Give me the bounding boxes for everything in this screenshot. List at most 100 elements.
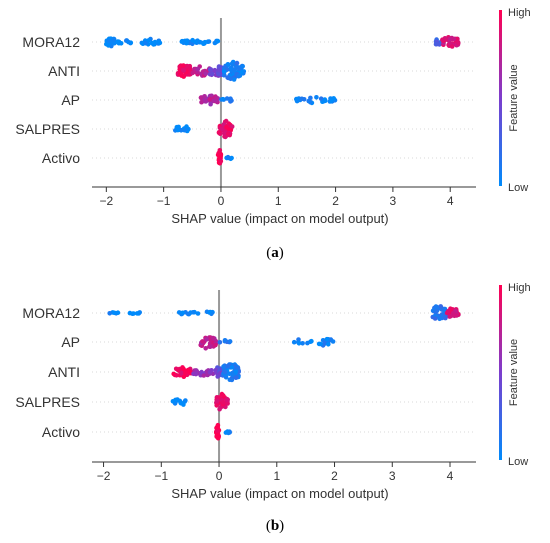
shap-point xyxy=(438,304,444,309)
shap-point xyxy=(210,335,216,341)
feature-label: Activo xyxy=(42,424,80,440)
shap-point xyxy=(221,364,226,369)
points-salpres xyxy=(170,391,230,412)
shap-point xyxy=(183,370,188,376)
shap-point xyxy=(224,396,230,402)
panel-b: MORA12 AP ANTI SALPRES Activo −2 −1 0 1 2 3 4 SHAP v… xyxy=(15,282,530,534)
shap-point xyxy=(228,96,233,101)
shap-point xyxy=(234,60,240,66)
shap-point xyxy=(190,37,195,43)
shap-point xyxy=(204,337,209,342)
feature-label: SALPRES xyxy=(15,394,80,410)
shap-point xyxy=(449,44,455,49)
shap-point xyxy=(437,316,442,322)
shap-point xyxy=(308,95,313,101)
shap-point xyxy=(321,98,327,104)
shap-point xyxy=(222,338,228,343)
shap-point xyxy=(229,155,234,161)
shap-point xyxy=(126,39,131,45)
points-anti xyxy=(171,362,241,383)
shap-point xyxy=(176,124,181,130)
shap-point xyxy=(445,309,451,314)
shap-point xyxy=(219,126,224,132)
shap-point xyxy=(227,371,232,377)
shap-point xyxy=(131,311,136,316)
shap-point xyxy=(240,64,245,69)
shap-point xyxy=(448,313,454,319)
shap-point xyxy=(150,41,156,46)
x-tick-label: −1 xyxy=(157,194,171,208)
shap-point xyxy=(229,124,235,129)
shap-point xyxy=(201,373,207,378)
shap-point xyxy=(208,67,214,72)
shap-point xyxy=(215,374,220,379)
shap-point xyxy=(180,310,185,316)
shap-point xyxy=(433,41,439,47)
shap-point xyxy=(326,342,331,347)
shap-point xyxy=(434,308,440,314)
shap-point xyxy=(179,370,184,376)
feature-label: ANTI xyxy=(48,364,80,380)
shap-point xyxy=(182,127,188,133)
shap-point xyxy=(199,99,204,105)
shap-point xyxy=(225,154,231,160)
shap-point xyxy=(437,42,442,47)
shap-point xyxy=(294,98,300,104)
shap-point xyxy=(216,150,221,156)
shap-point xyxy=(195,311,201,316)
shap-point xyxy=(220,96,226,102)
points-ap xyxy=(198,335,336,351)
shap-point xyxy=(222,369,228,375)
shap-point xyxy=(432,316,438,321)
shap-point xyxy=(200,339,205,344)
x-tick-label: 1 xyxy=(275,194,282,208)
shap-point xyxy=(185,311,191,317)
shap-point xyxy=(207,344,213,350)
shap-point xyxy=(300,341,305,346)
shap-point xyxy=(206,39,212,44)
shap-point xyxy=(184,38,190,43)
shap-point xyxy=(209,71,215,77)
shap-point xyxy=(213,342,218,348)
shap-point xyxy=(216,130,222,135)
shap-point xyxy=(107,311,112,316)
shap-point xyxy=(218,159,224,164)
shap-point xyxy=(434,304,440,310)
shap-point xyxy=(111,37,117,42)
shap-point xyxy=(228,76,233,82)
shap-point xyxy=(221,72,227,78)
shap-point xyxy=(190,310,196,315)
shap-point xyxy=(452,313,457,319)
shap-point xyxy=(143,40,148,46)
shap-point xyxy=(316,341,322,347)
feature-label: MORA12 xyxy=(22,305,80,321)
shap-point xyxy=(314,95,319,100)
shap-point xyxy=(190,70,195,76)
x-tick-label: 2 xyxy=(332,194,339,208)
colorbar-title: Feature value xyxy=(508,64,520,131)
shap-point xyxy=(203,98,208,104)
shap-point xyxy=(207,96,213,102)
x-tick-label: −2 xyxy=(99,194,113,208)
shap-point xyxy=(184,124,189,129)
shap-point xyxy=(221,400,226,405)
panel-caption: (b) xyxy=(266,518,284,534)
shap-point xyxy=(178,400,183,405)
x-tick-label: 3 xyxy=(390,194,397,208)
shap-point xyxy=(181,63,186,68)
shap-point xyxy=(235,365,241,371)
shap-point xyxy=(181,366,186,372)
feature-label: AP xyxy=(61,334,80,350)
shap-point xyxy=(231,68,237,74)
shap-point xyxy=(202,39,208,45)
shap-point xyxy=(174,373,179,378)
shap-point xyxy=(112,310,117,316)
shap-point xyxy=(207,369,213,375)
shap-point xyxy=(175,397,180,403)
panel-caption: (a) xyxy=(266,245,284,261)
shap-point xyxy=(440,37,445,42)
colorbar-high-label: High xyxy=(508,7,531,19)
shap-point xyxy=(193,371,199,377)
x-tick-label: −2 xyxy=(97,469,111,483)
